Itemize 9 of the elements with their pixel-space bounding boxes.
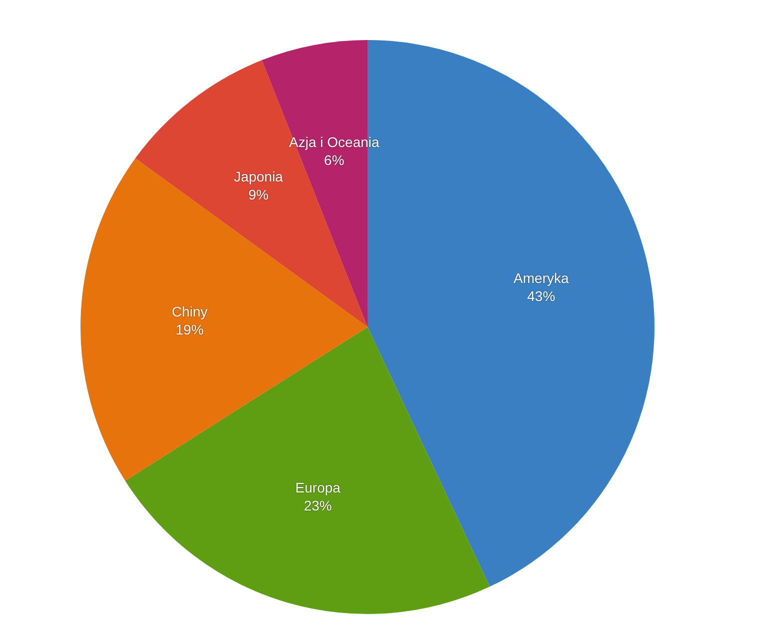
slice-label: Europa (295, 480, 341, 496)
data-label: 6% (324, 152, 344, 168)
data-label: 9% (248, 186, 269, 202)
data-label: 43% (527, 288, 556, 304)
slice-label: Ameryka (514, 270, 569, 286)
slice-label: Chiny (172, 303, 208, 320)
data-label: 19% (176, 321, 204, 338)
data-label: 23% (304, 498, 332, 514)
slice-label: Japonia (234, 168, 284, 184)
